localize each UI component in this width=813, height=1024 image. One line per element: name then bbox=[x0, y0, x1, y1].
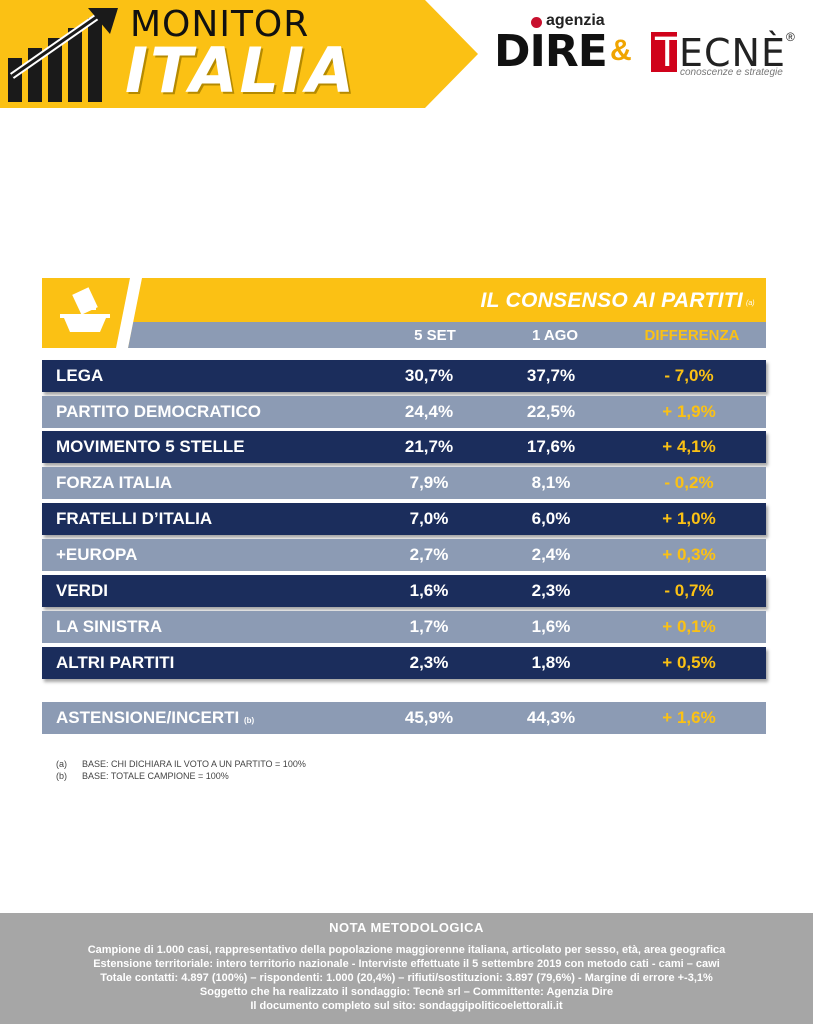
value-1-ago: 8,1% bbox=[531, 473, 571, 492]
table-row: MOVIMENTO 5 STELLE 21,7% 17,6% + 4,1% bbox=[42, 431, 766, 463]
value-1-ago: 2,3% bbox=[531, 581, 571, 600]
astensione-label: ASTENSIONE/INCERTI (b) bbox=[56, 702, 254, 734]
dire-agenzia-label: agenzia bbox=[546, 12, 605, 29]
value-1-ago: 1,6% bbox=[531, 617, 571, 636]
value-1-ago: 44,3% bbox=[526, 708, 576, 727]
footnote-key: (b) bbox=[56, 771, 67, 781]
table-row: LA SINISTRA 1,7% 1,6% + 0,1% bbox=[42, 611, 766, 643]
footnote-b: (b) BASE: TOTALE CAMPIONE = 100% bbox=[56, 771, 229, 781]
dire-logo: DIRE bbox=[494, 26, 608, 77]
party-name: FORZA ITALIA bbox=[56, 473, 173, 492]
header-yellow-banner bbox=[0, 0, 478, 108]
footnote-text: BASE: CHI DICHIARA IL VOTO A UN PARTITO … bbox=[82, 759, 306, 769]
ampersand: & bbox=[610, 34, 632, 67]
tecne-logo-box bbox=[651, 32, 677, 72]
table-title-note: (a) bbox=[746, 300, 755, 307]
table-title: IL CONSENSO AI PARTITI bbox=[480, 289, 743, 312]
table-row: VERDI 1,6% 2,3% - 0,7% bbox=[42, 575, 766, 607]
value-differenza: - 0,2% bbox=[664, 473, 714, 492]
table-row: +EUROPA 2,7% 2,4% + 0,3% bbox=[42, 539, 766, 571]
value-differenza: - 0,7% bbox=[664, 581, 714, 600]
tecne-registered-mark: ® bbox=[786, 30, 795, 44]
party-name: VERDI bbox=[56, 581, 108, 600]
value-1-ago: 1,8% bbox=[531, 653, 571, 672]
brand-monitor: MONITOR bbox=[130, 4, 310, 45]
table-row: PARTITO DEMOCRATICO 24,4% 22,5% + 1,9% bbox=[42, 396, 766, 428]
rising-bars-logo-icon bbox=[8, 8, 118, 102]
astensione-row: ASTENSIONE/INCERTI (b) 45,9% 44,3% + 1,6… bbox=[42, 702, 766, 734]
party-name: LEGA bbox=[56, 366, 104, 385]
tecne-logo-initial: T bbox=[655, 30, 680, 76]
value-1-ago: 6,0% bbox=[531, 509, 571, 528]
table-row: FORZA ITALIA 7,9% 8,1% - 0,2% bbox=[42, 467, 766, 499]
dire-logo-dot-icon bbox=[531, 17, 542, 28]
methodology-footer: NOTA METODOLOGICA Campione di 1.000 casi… bbox=[0, 913, 813, 1024]
value-5-set: 24,4% bbox=[404, 402, 454, 421]
table-column-header-bar bbox=[128, 322, 766, 348]
party-name: MOVIMENTO 5 STELLE bbox=[56, 437, 245, 456]
value-1-ago: 17,6% bbox=[526, 437, 576, 456]
value-5-set: 7,9% bbox=[409, 473, 449, 492]
value-5-set: 7,0% bbox=[409, 509, 449, 528]
footnote-key: (a) bbox=[56, 759, 67, 769]
tecne-logo: ECNÈ bbox=[679, 31, 786, 75]
astensione-note: (b) bbox=[243, 716, 255, 725]
header: MONITOR ITALIA agenzia DIRE & T ECNÈ ® c… bbox=[0, 0, 813, 108]
value-1-ago: 22,5% bbox=[526, 402, 576, 421]
value-5-set: 45,9% bbox=[404, 708, 454, 727]
methodology-title: NOTA METODOLOGICA bbox=[329, 920, 484, 935]
column-5-set: 5 SET bbox=[414, 327, 456, 344]
column-differenza: DIFFERENZA bbox=[644, 327, 740, 344]
footnote-a: (a) BASE: CHI DICHIARA IL VOTO A UN PARTI… bbox=[56, 759, 306, 769]
methodology-line: Estensione territoriale: intero territor… bbox=[93, 958, 720, 970]
value-5-set: 1,6% bbox=[409, 581, 449, 600]
value-differenza: + 1,9% bbox=[662, 402, 716, 421]
table-row: FRATELLI D’ITALIA 7,0% 6,0% + 1,0% bbox=[42, 503, 766, 535]
tecne-tagline: conoscenze e strategie bbox=[680, 67, 783, 78]
methodology-line: Campione di 1.000 casi, rappresentativo … bbox=[87, 944, 726, 956]
value-5-set: 21,7% bbox=[404, 437, 454, 456]
party-name: PARTITO DEMOCRATICO bbox=[56, 402, 261, 421]
table-row: ALTRI PARTITI 2,3% 1,8% + 0,5% bbox=[42, 647, 766, 679]
value-5-set: 30,7% bbox=[404, 366, 454, 385]
table-title-bar bbox=[42, 278, 766, 322]
party-name: LA SINISTRA bbox=[56, 617, 163, 636]
value-5-set: 2,7% bbox=[409, 545, 449, 564]
value-5-set: 2,3% bbox=[409, 653, 449, 672]
footnote-text: BASE: TOTALE CAMPIONE = 100% bbox=[82, 771, 229, 781]
brand-italia: ITALIA bbox=[125, 34, 357, 107]
ballot-box-icon bbox=[42, 278, 142, 348]
value-1-ago: 2,4% bbox=[531, 545, 571, 564]
value-differenza: + 4,1% bbox=[662, 437, 716, 456]
value-5-set: 1,7% bbox=[409, 617, 449, 636]
party-name: +EUROPA bbox=[56, 545, 138, 564]
value-differenza: + 0,5% bbox=[662, 653, 716, 672]
value-1-ago: 37,7% bbox=[526, 366, 576, 385]
table-row: LEGA 30,7% 37,7% - 7,0% bbox=[42, 360, 766, 392]
value-differenza: + 1,0% bbox=[662, 509, 716, 528]
methodology-line: Il documento completo sul sito: sondaggi… bbox=[250, 1000, 563, 1012]
value-differenza: - 7,0% bbox=[664, 366, 714, 385]
value-differenza: + 1,6% bbox=[662, 708, 716, 727]
methodology-line: Totale contatti: 4.897 (100%) – risponde… bbox=[100, 972, 713, 984]
party-name: FRATELLI D’ITALIA bbox=[56, 509, 213, 528]
party-name: ALTRI PARTITI bbox=[56, 653, 175, 672]
column-1-ago: 1 AGO bbox=[531, 327, 579, 344]
astensione-name: ASTENSIONE/INCERTI bbox=[56, 708, 240, 727]
methodology-line: Soggetto che ha realizzato il sondaggio:… bbox=[199, 986, 614, 998]
value-differenza: + 0,1% bbox=[662, 617, 716, 636]
value-differenza: + 0,3% bbox=[662, 545, 716, 564]
